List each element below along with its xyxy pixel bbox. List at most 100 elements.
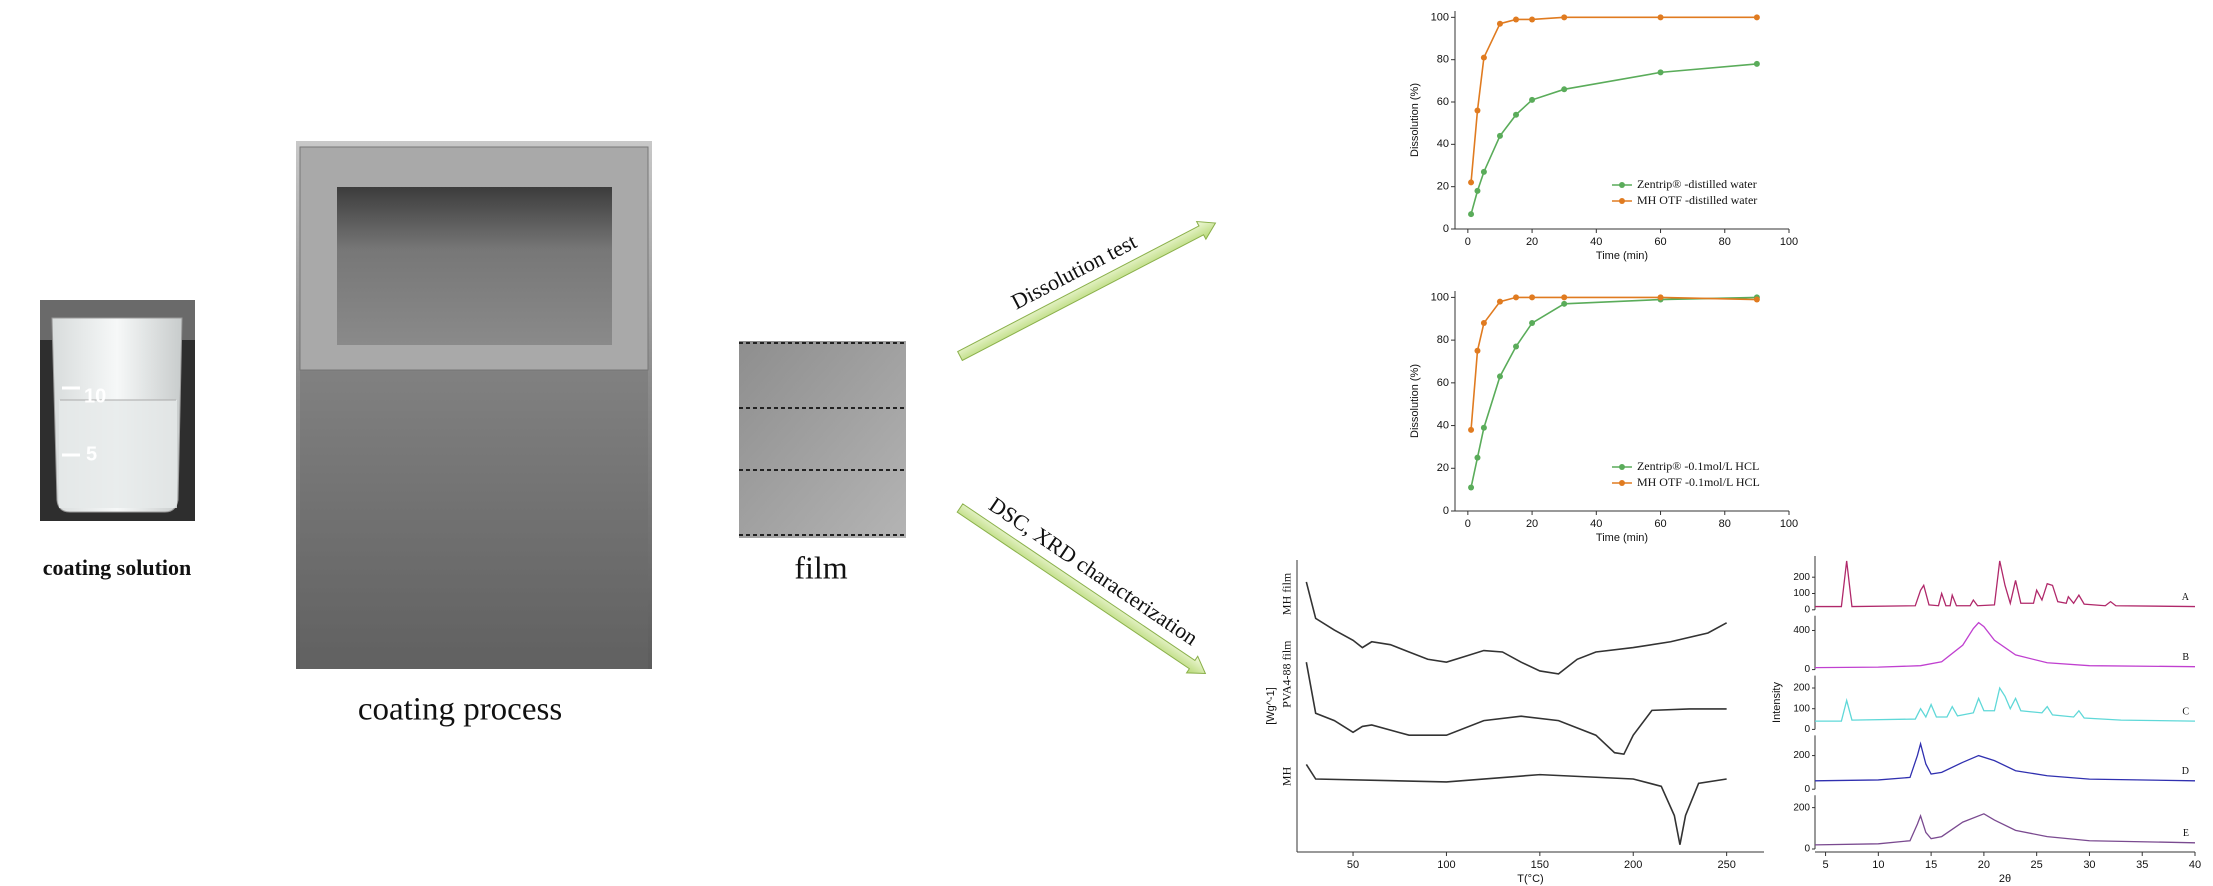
arrow: DSC, XRD characterization xyxy=(956,492,1207,675)
x-tick-label: 200 xyxy=(1624,859,1642,871)
series-line xyxy=(1815,560,2196,608)
series-label: C xyxy=(2182,706,2189,717)
x-axis-label: Time (min) xyxy=(1596,532,1648,544)
y-tick-label: 0 xyxy=(1804,844,1810,855)
x-tick-label: 40 xyxy=(2189,859,2201,871)
x-tick-label: 20 xyxy=(1526,518,1538,530)
y-tick-label: 80 xyxy=(1437,334,1449,346)
x-tick-label: 100 xyxy=(1437,859,1455,871)
data-point xyxy=(1468,426,1475,433)
legend-marker xyxy=(1618,182,1625,188)
beaker-mark: 5 xyxy=(86,443,97,465)
series-line xyxy=(1815,686,2196,722)
series-line xyxy=(1305,662,1727,756)
y-tick-label: 100 xyxy=(1431,291,1449,303)
x-tick-label: 20 xyxy=(1526,236,1538,248)
data-point xyxy=(1513,111,1520,118)
x-tick-label: 250 xyxy=(1717,859,1735,871)
x-axis-label: 2θ xyxy=(1999,873,2011,885)
data-point xyxy=(1480,168,1487,175)
series-line xyxy=(1814,741,2196,782)
data-point xyxy=(1529,16,1536,23)
data-point xyxy=(1474,107,1481,114)
series-line xyxy=(1305,581,1728,675)
data-point xyxy=(1474,187,1481,194)
y-tick-label: 0 xyxy=(1443,223,1449,235)
series-line xyxy=(1305,763,1727,845)
y-tick-label: 0 xyxy=(1804,724,1810,735)
data-point xyxy=(1529,294,1536,301)
y-tick-label: 20 xyxy=(1437,462,1449,474)
series-line xyxy=(1814,621,2196,669)
y-tick-label: 0 xyxy=(1804,664,1810,675)
x-axis-label: T(°C) xyxy=(1517,873,1543,885)
caption: film xyxy=(794,549,847,585)
y-axis-label: Dissolution (%) xyxy=(1409,83,1421,157)
x-tick-label: 10 xyxy=(1872,859,1884,871)
beaker-mark: 10 xyxy=(84,385,106,407)
data-point xyxy=(1468,484,1475,491)
legend-label: Zentrip® -0.1mol/L HCL xyxy=(1637,459,1759,473)
y-tick-label: 40 xyxy=(1437,419,1449,431)
legend-marker xyxy=(1618,464,1625,470)
series-label: MH xyxy=(1280,766,1294,786)
y-axis-label: Intensity xyxy=(1771,682,1783,723)
data-point xyxy=(1496,132,1503,139)
x-tick-label: 5 xyxy=(1822,859,1828,871)
x-tick-label: 60 xyxy=(1654,518,1666,530)
data-point xyxy=(1529,320,1536,327)
y-tick-label: 400 xyxy=(1793,625,1810,636)
x-tick-label: 0 xyxy=(1465,236,1471,248)
data-point xyxy=(1561,14,1568,21)
y-tick-label: 0 xyxy=(1804,784,1810,795)
legend-marker xyxy=(1618,198,1625,204)
caption: coating solution xyxy=(43,555,192,580)
data-point xyxy=(1496,20,1503,27)
x-tick-label: 80 xyxy=(1719,236,1731,248)
x-tick-label: 60 xyxy=(1654,236,1666,248)
x-tick-label: 100 xyxy=(1780,236,1798,248)
y-tick-label: 60 xyxy=(1437,96,1449,108)
legend-label: MH OTF -distilled water xyxy=(1637,193,1757,207)
y-axis-label: [Wg^-1] xyxy=(1265,687,1277,725)
film-photo xyxy=(739,341,906,538)
y-tick-label: 200 xyxy=(1793,802,1810,813)
data-point xyxy=(1496,373,1503,380)
data-point xyxy=(1513,294,1520,301)
x-tick-label: 30 xyxy=(2083,859,2095,871)
data-point xyxy=(1753,14,1760,21)
x-tick-label: 15 xyxy=(1925,859,1937,871)
data-point xyxy=(1753,296,1760,303)
series-label: E xyxy=(2183,828,2189,839)
y-tick-label: 100 xyxy=(1793,703,1810,714)
y-tick-label: 200 xyxy=(1793,750,1810,761)
data-point xyxy=(1513,16,1520,23)
arrow-label: DSC, XRD characterization xyxy=(985,492,1203,650)
x-tick-label: 25 xyxy=(2031,859,2043,871)
x-axis-label: Time (min) xyxy=(1596,250,1648,262)
data-point xyxy=(1753,60,1760,67)
y-tick-label: 20 xyxy=(1437,181,1449,193)
x-tick-label: 150 xyxy=(1531,859,1549,871)
data-point xyxy=(1513,343,1520,350)
series-line xyxy=(1470,296,1757,430)
y-tick-label: 100 xyxy=(1793,588,1810,599)
data-point xyxy=(1657,69,1664,76)
series-line xyxy=(1470,16,1757,183)
y-tick-label: 100 xyxy=(1431,11,1449,23)
data-point xyxy=(1480,54,1487,61)
series-label: B xyxy=(2182,652,2189,663)
x-tick-label: 35 xyxy=(2136,859,2148,871)
x-tick-label: 80 xyxy=(1719,518,1731,530)
y-tick-label: 200 xyxy=(1793,572,1810,583)
legend-marker xyxy=(1618,480,1625,486)
data-point xyxy=(1468,179,1475,186)
y-tick-label: 60 xyxy=(1437,377,1449,389)
y-tick-label: 40 xyxy=(1437,138,1449,150)
data-point xyxy=(1561,86,1568,93)
series-label: D xyxy=(2182,766,2189,777)
data-point xyxy=(1561,294,1568,301)
data-point xyxy=(1468,211,1475,218)
x-tick-label: 20 xyxy=(1978,859,1990,871)
